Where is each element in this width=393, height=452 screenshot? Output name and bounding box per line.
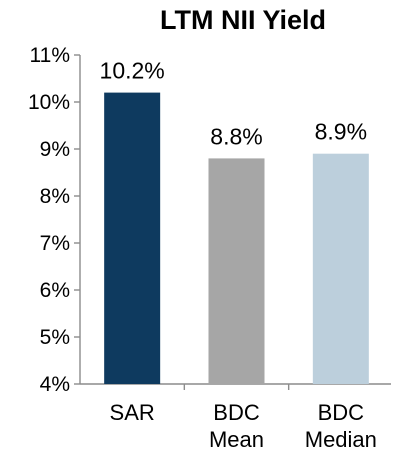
axes: 4% 5% 6% 7% 8% 9% 10% 11% <box>28 44 391 396</box>
chart-title: LTM NII Yield <box>160 5 326 35</box>
y-tick-label: 6% <box>40 279 70 302</box>
y-tick-label: 10% <box>28 91 70 114</box>
data-label: 8.9% <box>315 119 367 145</box>
x-category-label: SAR <box>110 400 155 425</box>
y-tick-label: 5% <box>40 326 70 349</box>
y-tick-label: 9% <box>40 138 70 161</box>
x-category-label: Mean <box>209 427 264 452</box>
bar <box>104 92 161 384</box>
x-category-label: BDC <box>213 400 260 425</box>
y-tick-label: 11% <box>30 44 70 67</box>
x-category-label: Median <box>305 427 377 452</box>
bar <box>312 153 369 384</box>
y-tick-label: 4% <box>40 373 70 396</box>
bars <box>104 92 369 384</box>
y-tick-label: 8% <box>40 185 70 208</box>
data-label: 10.2% <box>100 58 165 84</box>
y-tick-label: 7% <box>40 232 70 255</box>
data-label: 8.8% <box>210 123 262 149</box>
x-category-label: BDC <box>318 400 365 425</box>
bar <box>208 158 265 384</box>
